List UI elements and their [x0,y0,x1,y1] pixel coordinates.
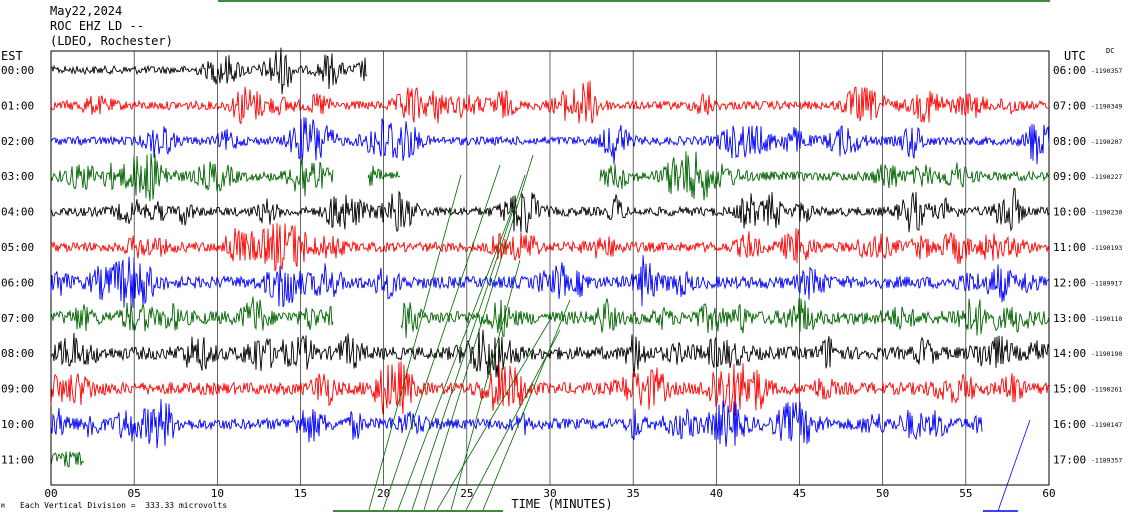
x-tick-label: 60 [1042,487,1055,500]
est-hour-label: 02:00 [1,135,34,148]
dc-label: DC [1106,47,1115,55]
event-line [397,209,513,511]
x-tick-label: 25 [460,487,473,500]
est-hour-label: 07:00 [1,312,34,325]
utc-hour-label: 11:00 [1053,241,1086,254]
dc-offset-label: -1189917 [1091,279,1122,287]
dc-offset-label: -1190261 [1091,386,1122,394]
est-hour-label: 04:00 [1,206,34,219]
event-line [382,164,501,511]
dc-offset-label: -1190230 [1091,209,1122,217]
seismic-trace [50,151,1050,202]
seismic-trace [50,361,1050,416]
network-label: (LDEO, Rochester) [50,34,173,48]
est-hour-label: 00:00 [1,64,34,77]
x-tick-label: 30 [543,487,556,500]
x-tick-label: 15 [294,487,307,500]
utc-hour-label: 15:00 [1053,383,1086,396]
utc-hour-label: 12:00 [1053,276,1086,289]
seismic-trace [50,80,1050,125]
x-tick-label: 05 [128,487,141,500]
utc-hour-label: 17:00 [1053,453,1086,466]
event-line [482,299,571,511]
dc-offset-label: -1190207 [1091,138,1122,146]
dc-offset-label: -1190190 [1091,350,1122,358]
est-hour-label: 05:00 [1,241,34,254]
utc-hour-label: 08:00 [1053,135,1086,148]
utc-hour-label: 06:00 [1053,64,1086,77]
dc-offset-label: -1190227 [1091,173,1122,181]
dc-offset-label: -1190147 [1091,421,1122,429]
utc-hour-label: 13:00 [1053,312,1086,325]
event-line [450,259,521,511]
dc-offset-label: -1189357 [1091,456,1122,464]
dc-offset-label: -1190349 [1091,102,1122,110]
seismic-trace [50,47,368,95]
event-line [436,319,551,511]
seismic-trace [50,187,1050,234]
seismic-trace [50,117,1050,165]
station-label: ROC EHZ LD -- [50,19,144,33]
event-line [411,174,526,511]
x-tick-label: 00 [44,487,57,500]
x-axis-title: TIME (MINUTES) [511,497,612,511]
est-hour-label: 08:00 [1,347,34,360]
event-line [997,419,1031,512]
right-timezone-label: UTC [1064,49,1086,63]
x-tick-label: 45 [793,487,806,500]
dc-offset-label: -1190193 [1091,244,1122,252]
seismic-trace [50,296,1050,338]
est-hour-label: 09:00 [1,383,34,396]
x-tick-label: 10 [211,487,224,500]
est-hour-label: 06:00 [1,276,34,289]
est-hour-label: 03:00 [1,170,34,183]
left-timezone-label: EST [1,49,23,63]
utc-hour-label: 09:00 [1053,170,1086,183]
x-tick-label: 50 [876,487,889,500]
dc-offset-label: -1190110 [1091,315,1122,323]
est-hour-label: 01:00 [1,99,34,112]
utc-hour-label: 10:00 [1053,206,1086,219]
dc-offset-label: -1190357 [1091,67,1122,75]
date-label: May22,2024 [50,4,123,18]
x-tick-label: 20 [377,487,390,500]
utc-hour-label: 14:00 [1053,347,1086,360]
utc-hour-label: 07:00 [1053,99,1086,112]
utc-hour-label: 16:00 [1053,418,1086,431]
x-tick-label: 55 [959,487,972,500]
x-tick-label: 35 [627,487,640,500]
seismic-trace [50,329,1050,379]
seismic-trace [50,255,1050,308]
est-hour-label: 10:00 [1,418,34,431]
seismic-trace [50,451,85,468]
scale-note: Each Vertical Division = 333.33 microvol… [20,501,228,510]
est-hour-label: 11:00 [1,453,34,466]
event-line [423,154,534,511]
seismic-trace [50,223,1050,272]
event-line [465,329,561,511]
event-line [368,174,462,511]
corner-mark: M [1,503,5,510]
seismic-trace [50,399,983,449]
x-tick-label: 40 [710,487,723,500]
